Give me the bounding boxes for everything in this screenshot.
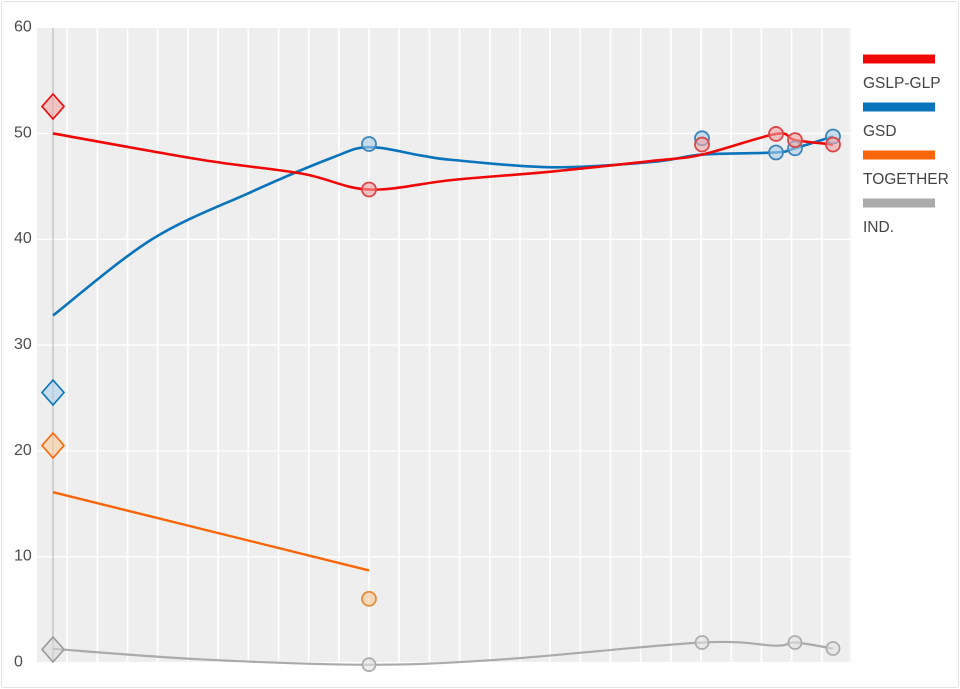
svg-text:50: 50 xyxy=(14,124,32,141)
svg-text:GSD: GSD xyxy=(863,123,897,140)
svg-text:TOGETHER: TOGETHER xyxy=(863,171,949,188)
svg-text:10: 10 xyxy=(14,548,32,565)
svg-text:60: 60 xyxy=(14,19,32,36)
svg-text:40: 40 xyxy=(14,230,32,247)
svg-text:0: 0 xyxy=(14,654,23,671)
svg-text:IND.: IND. xyxy=(863,219,894,236)
svg-text:20: 20 xyxy=(14,442,32,459)
svg-text:30: 30 xyxy=(14,336,32,353)
svg-text:GSLP-GLP: GSLP-GLP xyxy=(863,75,941,92)
